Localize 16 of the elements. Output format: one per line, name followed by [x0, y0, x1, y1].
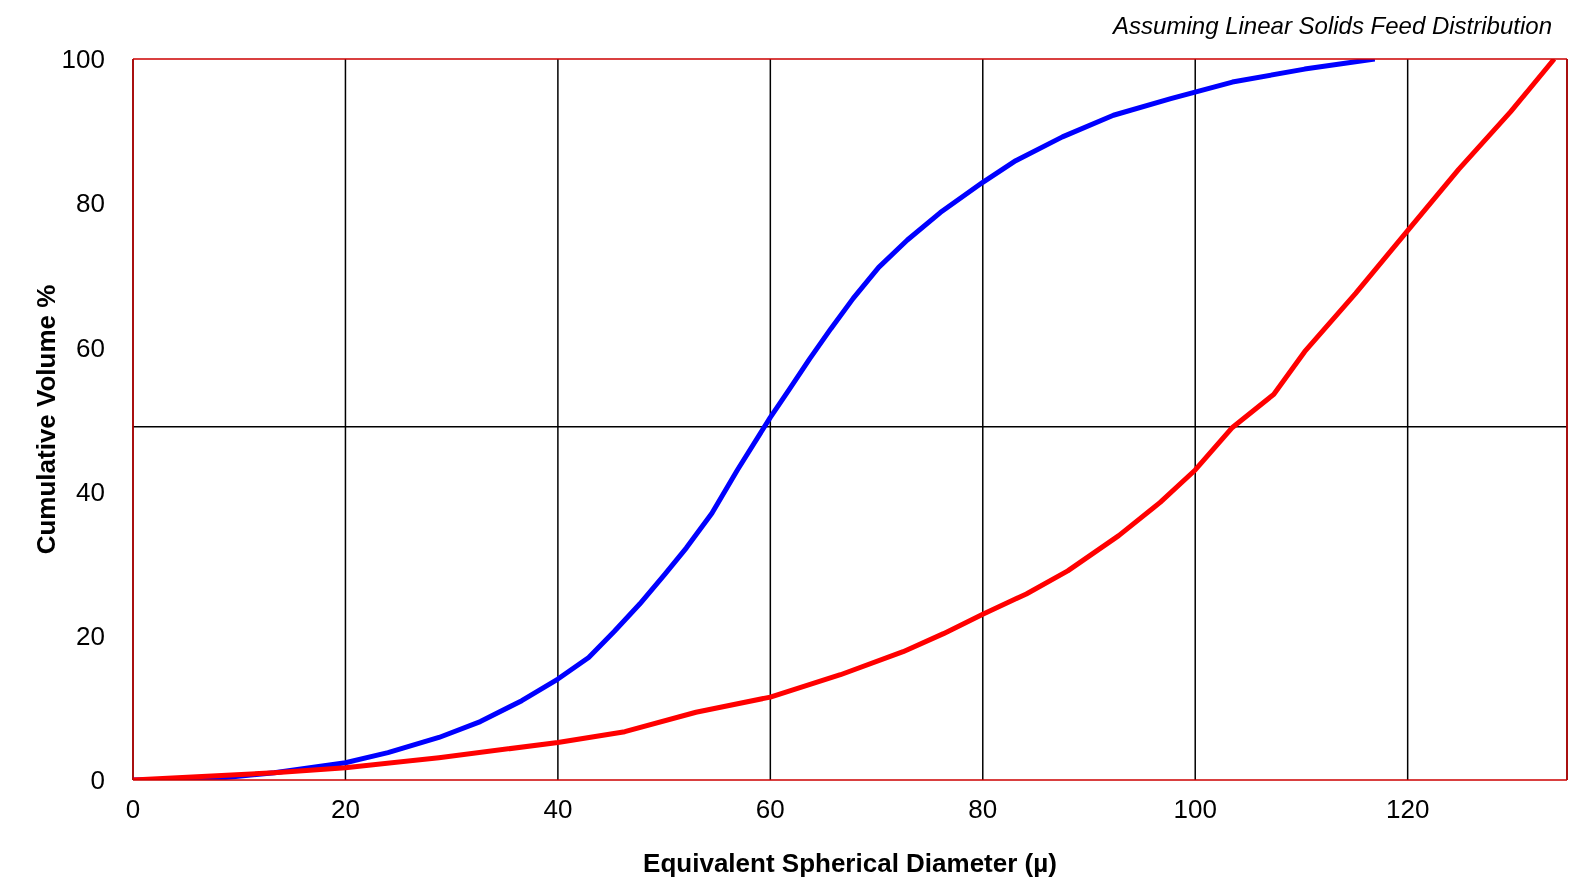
y-tick-label: 100	[61, 44, 105, 75]
x-tick-label: 80	[968, 794, 998, 825]
x-tick-label: 60	[755, 794, 785, 825]
x-tick-label: 20	[330, 794, 360, 825]
x-tick-label: 120	[1385, 794, 1430, 825]
x-tick-label: 100	[1173, 794, 1217, 825]
text: Assuming Linear Solids Feed Distribution	[1113, 12, 1552, 40]
y-tick-label: 0	[90, 765, 105, 796]
x-tick-label: 0	[125, 794, 141, 825]
y-tick-label: 20	[76, 621, 105, 652]
y-tick-label: 80	[76, 188, 105, 219]
y-tick-label: 60	[76, 332, 105, 363]
y-tick-label: 40	[76, 476, 105, 507]
y-axis-title: Cumulative Volume %	[31, 284, 62, 555]
x-tick-label: 40	[543, 794, 573, 825]
x-axis-title: Equivalent Spherical Diameter (µ)	[643, 848, 1057, 878]
